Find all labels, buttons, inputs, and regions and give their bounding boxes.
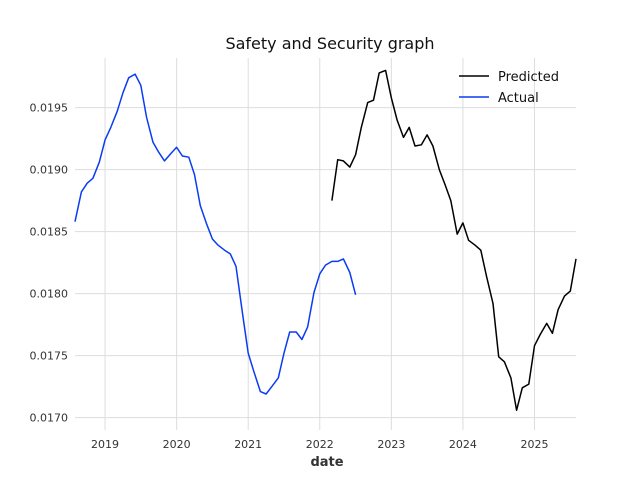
series-line-actual: [74, 73, 357, 395]
x-tick-label: 2024: [449, 438, 477, 451]
legend: Predicted Actual: [459, 70, 559, 106]
y-axis-ticks: 0.0170 0.0175 0.0180 0.0185 0.0190 0.0195: [30, 102, 69, 425]
x-axis-ticks: 2019 2020 2021 2022 2023 2024 2025: [91, 438, 548, 451]
legend-label-predicted: Predicted: [498, 70, 559, 85]
y-tick-label: 0.0195: [30, 102, 69, 115]
y-tick-label: 0.0180: [30, 288, 69, 301]
y-tick-label: 0.0170: [30, 412, 69, 425]
x-tick-label: 2019: [91, 438, 119, 451]
x-tick-label: 2022: [306, 438, 334, 451]
grid: [75, 58, 576, 430]
y-tick-label: 0.0175: [30, 350, 69, 363]
x-tick-label: 2025: [520, 438, 548, 451]
y-tick-label: 0.0185: [30, 226, 69, 239]
series-layer: [74, 69, 577, 411]
x-axis-label: date: [310, 455, 343, 470]
y-tick-label: 0.0190: [30, 164, 69, 177]
legend-label-actual: Actual: [498, 91, 539, 106]
x-tick-label: 2023: [377, 438, 405, 451]
series-line-predicted: [331, 69, 577, 411]
chart-title: Safety and Security graph: [225, 34, 434, 53]
x-tick-label: 2021: [234, 438, 262, 451]
x-tick-label: 2020: [163, 438, 191, 451]
